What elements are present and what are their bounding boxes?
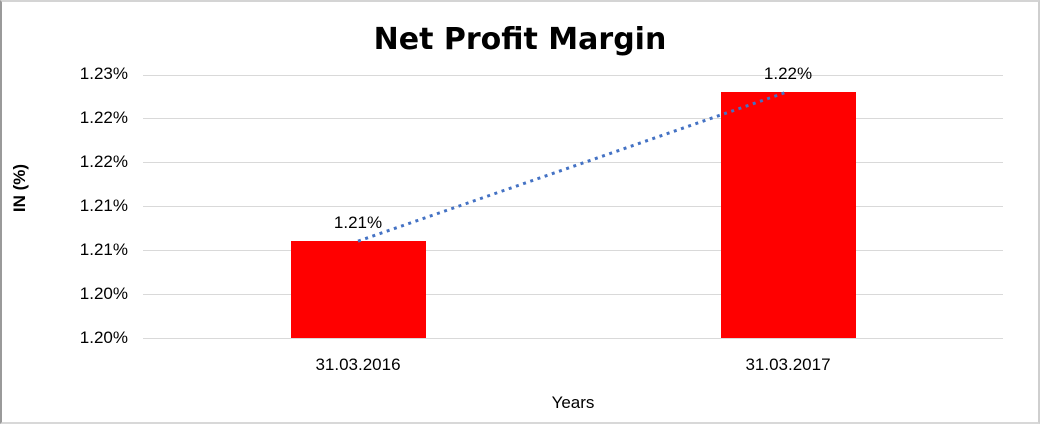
plot-area <box>143 74 1003 339</box>
trendline <box>357 90 789 243</box>
trendline-layer <box>357 90 789 243</box>
gridline <box>143 162 1003 163</box>
x-axis-tick-label: 31.03.2016 <box>315 355 401 374</box>
gridline <box>143 338 1003 339</box>
chart-title: Net Profit Margin <box>373 22 667 57</box>
gridline <box>143 294 1003 295</box>
y-axis-tick-label: 1.20% <box>79 284 128 303</box>
y-axis-tick-label: 1.22% <box>79 108 128 127</box>
y-axis-tick-label: 1.21% <box>79 240 128 259</box>
bar-data-label: 1.21% <box>333 213 383 233</box>
y-axis-tick-label: 1.21% <box>79 196 128 215</box>
y-axis-tick-label: 1.20% <box>79 328 128 347</box>
bar-data-label: 1.22% <box>763 63 813 83</box>
bar-31.03.2016 <box>290 241 426 338</box>
y-axis-tick-label: 1.22% <box>79 152 128 171</box>
gridline <box>143 206 1003 207</box>
x-axis-tick-label: 31.03.2017 <box>745 355 831 374</box>
gridline <box>143 118 1003 119</box>
bar-31.03.2017 <box>720 92 856 338</box>
x-axis-title: Years <box>551 393 595 412</box>
gridline <box>143 75 1003 76</box>
y-axis-tick-label: 1.23% <box>79 64 128 83</box>
gridline <box>143 250 1003 251</box>
